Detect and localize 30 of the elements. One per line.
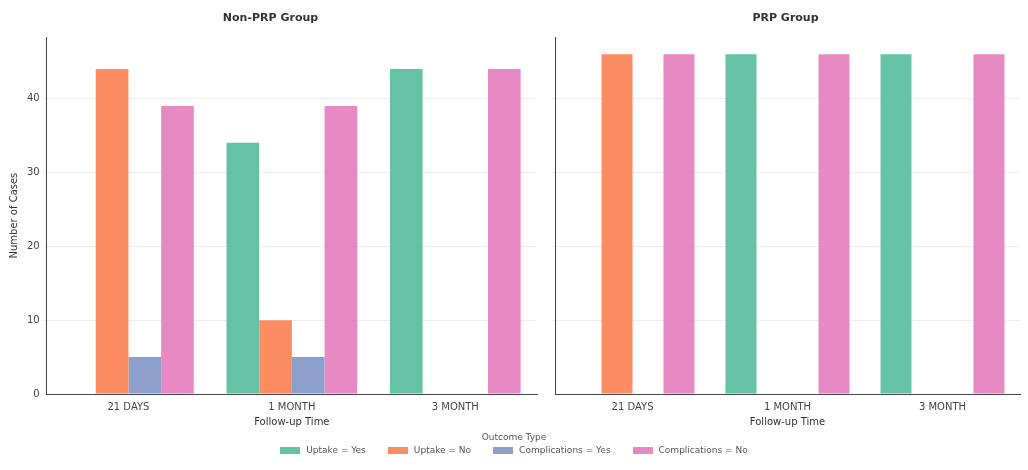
bar bbox=[291, 357, 325, 394]
legend-label: Uptake = Yes bbox=[306, 445, 366, 455]
x-tick-label: 3 MONTH bbox=[918, 400, 967, 412]
x-tick-label: 21 DAYS bbox=[107, 400, 150, 412]
legend-label: Complications = Yes bbox=[519, 445, 611, 455]
y-tick-label: 10 bbox=[26, 313, 40, 325]
bar bbox=[161, 105, 194, 394]
y-tick-label: 0 bbox=[33, 387, 40, 399]
legend-label: Uptake = No bbox=[413, 445, 472, 455]
y-tick-label: 40 bbox=[26, 92, 40, 104]
x-tick-label: 1 MONTH bbox=[763, 400, 812, 412]
x-tick-label: 1 MONTH bbox=[268, 400, 316, 412]
x-tick-label: 3 MONTH bbox=[431, 400, 479, 412]
bar bbox=[226, 142, 260, 394]
chart-title: Non-PRP Group bbox=[222, 11, 319, 25]
y-tick-label: 30 bbox=[26, 165, 40, 177]
legend-label: Complications = No bbox=[658, 445, 748, 455]
bar bbox=[259, 320, 292, 394]
legend-title: Outcome Type bbox=[480, 432, 548, 442]
y-axis-title: Number of Cases bbox=[7, 172, 19, 259]
bar bbox=[95, 68, 129, 394]
bar bbox=[324, 105, 358, 394]
chart-title: PRP Group bbox=[752, 11, 819, 25]
x-tick-label: 21 DAYS bbox=[611, 400, 654, 412]
bar bbox=[128, 357, 162, 394]
x-axis-title: Follow-up Time bbox=[749, 415, 826, 427]
bar bbox=[487, 68, 521, 394]
x-axis-title: Follow-up Time bbox=[254, 415, 330, 427]
bar bbox=[389, 68, 423, 394]
y-tick-label: 20 bbox=[26, 239, 40, 251]
